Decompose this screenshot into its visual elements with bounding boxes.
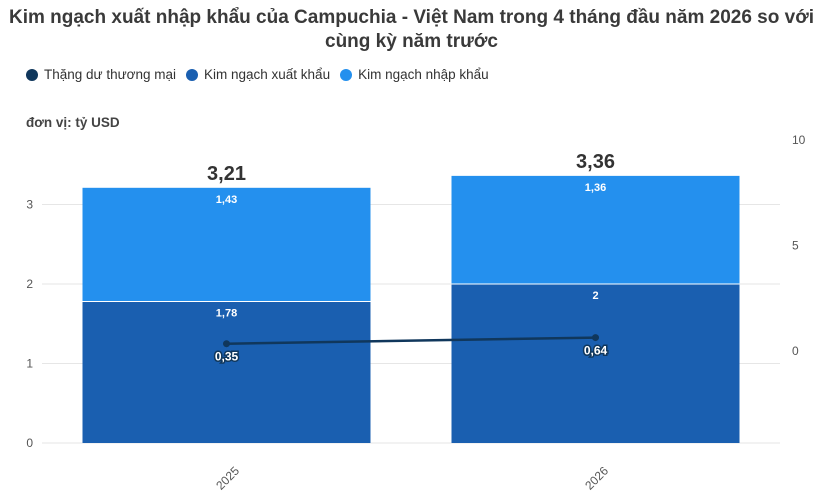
y-tick-label-left-3: 3: [26, 198, 33, 212]
legend-label-imports: Kim ngạch nhập khẩu: [358, 67, 489, 82]
legend-item-trade-surplus[interactable]: Thặng dư thương mại: [26, 67, 176, 82]
data-label-2026-series-1: 1,36: [585, 182, 606, 194]
bar-2026-series-1: [451, 175, 740, 284]
line-trade-surplus: [226, 336, 596, 345]
chart-title-line-2: cùng kỳ năm trước: [325, 31, 498, 52]
bar-2026-series-0: [451, 284, 740, 443]
bar-2025-series-0: [82, 301, 371, 443]
y-tick-label-left-1: 1: [26, 357, 33, 371]
total-label-2025: 3,21: [207, 163, 246, 185]
bar-2025-series-1: [82, 187, 371, 302]
y-tick-label-right-0: 0: [792, 344, 799, 358]
data-label-2026-series-0: 2: [592, 290, 598, 302]
x-tick-label-2026: 2026: [582, 464, 611, 493]
unit-label: đơn vị: tỷ USD: [26, 115, 120, 130]
legend-item-exports[interactable]: Kim ngạch xuất khẩu: [186, 67, 330, 82]
y-tick-label-left-0: 0: [26, 436, 33, 450]
data-label-2025-series-1: 1,43: [216, 194, 237, 206]
legend-swatch-exports: [186, 68, 198, 81]
total-label-2026: 3,36: [576, 151, 615, 173]
line-label-2026: 0,64: [584, 344, 608, 358]
legend-item-imports[interactable]: Kim ngạch nhập khẩu: [340, 67, 489, 82]
line-label-2025: 0,35: [215, 350, 239, 364]
y-tick-label-right-1: 5: [792, 238, 799, 252]
legend-swatch-trade-surplus: [26, 68, 38, 81]
y-tick-label-right-2: 10: [792, 133, 806, 147]
legend: Thặng dư thương mại Kim ngạch xuất khẩu …: [26, 67, 489, 82]
legend-label-trade-surplus: Thặng dư thương mại: [44, 67, 176, 82]
legend-label-exports: Kim ngạch xuất khẩu: [204, 67, 331, 82]
line-point-2026: [592, 334, 599, 342]
chart-title-line-1: Kim ngạch xuất nhập khẩu của Campuchia -…: [8, 7, 814, 28]
chart-title: Kim ngạch xuất nhập khẩu của Campuchia -…: [0, 6, 823, 54]
line-point-2025: [223, 340, 230, 348]
legend-swatch-imports: [340, 68, 353, 81]
x-tick-label-2025: 2025: [213, 464, 242, 493]
data-label-2025-series-0: 1,78: [216, 307, 237, 319]
y-tick-label-left-2: 2: [26, 277, 33, 291]
